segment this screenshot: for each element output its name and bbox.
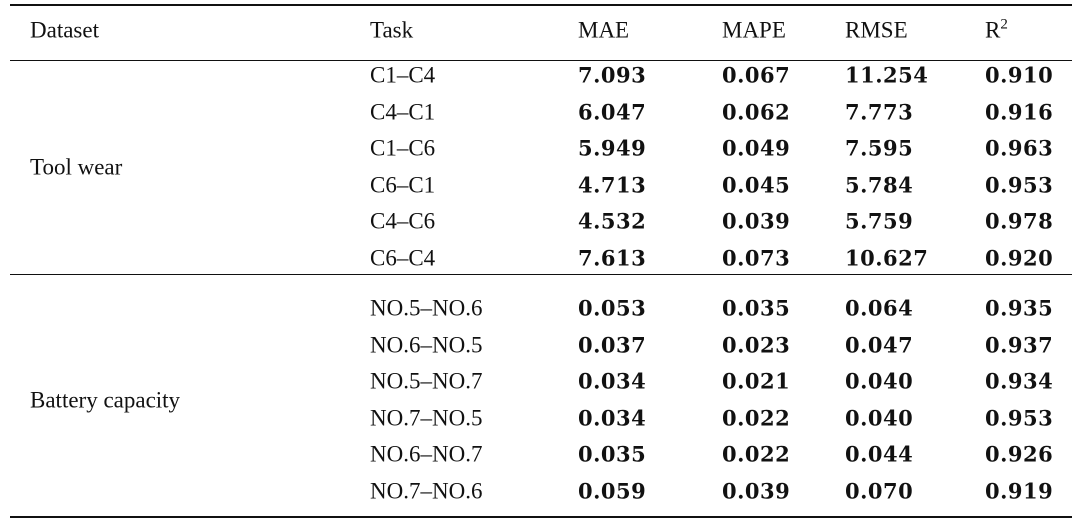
metric-cell: 0.935 — [985, 295, 1054, 321]
metric-cell: 11.254 — [845, 62, 929, 88]
header-text: R — [985, 17, 1001, 43]
metric-cell: 0.044 — [845, 441, 914, 467]
metric-cell: 5.784 — [845, 172, 914, 198]
metric-cell: 0.039 — [722, 208, 791, 234]
task-cell: C4–C6 — [370, 208, 436, 234]
task-cell: C6–C1 — [370, 172, 436, 198]
task-cell: C1–C6 — [370, 135, 436, 161]
metric-cell: 7.773 — [845, 99, 914, 125]
metric-cell: 0.920 — [985, 245, 1054, 271]
metric-cell: 0.926 — [985, 441, 1054, 467]
header-cell: R2 — [985, 16, 1008, 43]
metric-cell: 0.978 — [985, 208, 1054, 234]
header-cell: MAE — [578, 17, 630, 43]
metric-cell: 0.047 — [845, 332, 914, 358]
task-cell: C4–C1 — [370, 99, 436, 125]
header-cell: Task — [370, 17, 414, 43]
dataset-label: Battery capacity — [30, 387, 181, 412]
task-cell: NO.5–NO.6 — [370, 295, 483, 321]
metric-cell: 0.916 — [985, 99, 1054, 125]
metric-cell: 7.613 — [578, 245, 647, 271]
metric-cell: 4.713 — [578, 172, 647, 198]
task-cell: NO.6–NO.5 — [370, 332, 483, 358]
metric-cell: 0.953 — [985, 405, 1054, 431]
metric-cell: 0.023 — [722, 332, 791, 358]
metric-cell: 7.595 — [845, 135, 914, 161]
metric-cell: 0.040 — [845, 405, 914, 431]
task-cell: NO.5–NO.7 — [370, 368, 483, 394]
metric-cell: 7.093 — [578, 62, 647, 88]
metric-cell: 0.022 — [722, 405, 791, 431]
metric-cell: 0.034 — [578, 368, 647, 394]
metric-cell: 0.035 — [722, 295, 791, 321]
metric-cell: 0.045 — [722, 172, 791, 198]
metric-cell: 5.759 — [845, 208, 914, 234]
top-rule — [10, 4, 1072, 6]
metric-cell: 0.049 — [722, 135, 791, 161]
metric-cell: 0.039 — [722, 478, 791, 504]
task-cell: C6–C4 — [370, 245, 436, 271]
metric-cell: 0.021 — [722, 368, 791, 394]
metric-cell: 0.034 — [578, 405, 647, 431]
metric-cell: 0.037 — [578, 332, 647, 358]
metric-cell: 0.053 — [578, 295, 647, 321]
header-cell: Dataset — [30, 17, 99, 43]
metric-cell: 0.062 — [722, 99, 791, 125]
metric-cell: 0.073 — [722, 245, 791, 271]
metric-cell: 0.934 — [985, 368, 1054, 394]
metric-cell: 0.937 — [985, 332, 1054, 358]
metric-cell: 6.047 — [578, 99, 647, 125]
metric-cell: 0.040 — [845, 368, 914, 394]
task-cell: NO.7–NO.5 — [370, 405, 483, 431]
metric-cell: 0.059 — [578, 478, 647, 504]
task-cell: NO.6–NO.7 — [370, 441, 483, 467]
metric-cell: 0.070 — [845, 478, 914, 504]
task-cell: NO.7–NO.6 — [370, 478, 483, 504]
metric-cell: 10.627 — [845, 245, 929, 271]
metric-cell: 5.949 — [578, 135, 647, 161]
metric-cell: 0.963 — [985, 135, 1054, 161]
header-superscript: 2 — [1000, 16, 1008, 33]
task-cell: C1–C4 — [370, 62, 436, 88]
metric-cell: 4.532 — [578, 208, 647, 234]
header-cell: MAPE — [722, 17, 786, 43]
metric-cell: 0.067 — [722, 62, 791, 88]
metric-cell: 0.910 — [985, 62, 1054, 88]
metric-cell: 0.953 — [985, 172, 1054, 198]
metric-cell: 0.022 — [722, 441, 791, 467]
bottom-rule — [10, 516, 1072, 518]
dataset-label: Tool wear — [30, 154, 123, 179]
metric-cell: 0.064 — [845, 295, 914, 321]
metric-cell: 0.035 — [578, 441, 647, 467]
header-cell: RMSE — [845, 17, 908, 43]
header-rule — [10, 60, 1072, 61]
group-rule — [10, 274, 1072, 275]
metric-cell: 0.919 — [985, 478, 1054, 504]
